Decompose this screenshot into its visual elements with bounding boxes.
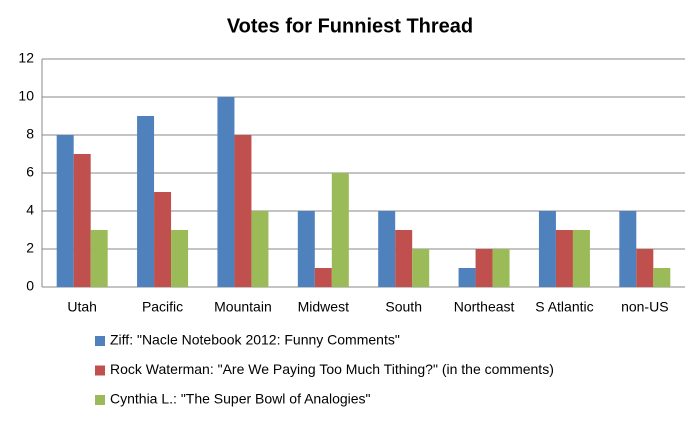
bar xyxy=(458,268,476,287)
bar xyxy=(314,268,332,287)
legend-swatch xyxy=(95,395,105,405)
bar xyxy=(636,249,654,287)
chart-title: Votes for Funniest Thread xyxy=(227,15,473,37)
y-tick-label: 2 xyxy=(26,240,34,256)
bar xyxy=(217,97,235,287)
bar xyxy=(154,192,172,287)
bar xyxy=(653,268,671,287)
bar xyxy=(475,249,493,287)
y-tick-label: 12 xyxy=(18,50,34,66)
legend-swatch xyxy=(95,365,105,376)
bar xyxy=(73,154,91,287)
y-tick-label: 10 xyxy=(18,88,34,104)
bar xyxy=(572,230,590,287)
bar xyxy=(538,211,556,287)
bar xyxy=(297,211,315,287)
bar xyxy=(331,173,349,287)
y-tick-label: 4 xyxy=(26,202,34,218)
bar xyxy=(395,230,413,287)
legend-label: Cynthia L.: "The Super Bowl of Analogies… xyxy=(110,391,371,407)
y-tick-label: 8 xyxy=(26,126,34,142)
x-tick-label: S Atlantic xyxy=(535,299,593,315)
y-tick-label: 6 xyxy=(26,164,34,180)
bar xyxy=(90,230,108,287)
x-tick-label: Northeast xyxy=(454,299,515,315)
bar xyxy=(412,249,430,287)
x-tick-label: Mountain xyxy=(214,299,272,315)
x-tick-label: Utah xyxy=(67,299,97,315)
bar xyxy=(137,116,155,287)
bar xyxy=(251,211,269,287)
x-tick-label: Pacific xyxy=(142,299,183,315)
legend-swatch xyxy=(95,336,105,346)
y-tick-label: 0 xyxy=(26,278,34,294)
legend-label: Ziff: "Nacle Notebook 2012: Funny Commen… xyxy=(110,332,400,348)
bar xyxy=(555,230,573,287)
bar xyxy=(234,135,252,287)
bar xyxy=(492,249,510,287)
legend-label: Rock Waterman: "Are We Paying Too Much T… xyxy=(110,361,554,377)
bar xyxy=(619,211,637,287)
bar xyxy=(56,135,74,287)
x-tick-label: South xyxy=(385,299,422,315)
bar xyxy=(378,211,396,287)
bar xyxy=(171,230,189,287)
x-tick-label: Midwest xyxy=(298,299,349,315)
x-tick-label: non-US xyxy=(621,299,668,315)
